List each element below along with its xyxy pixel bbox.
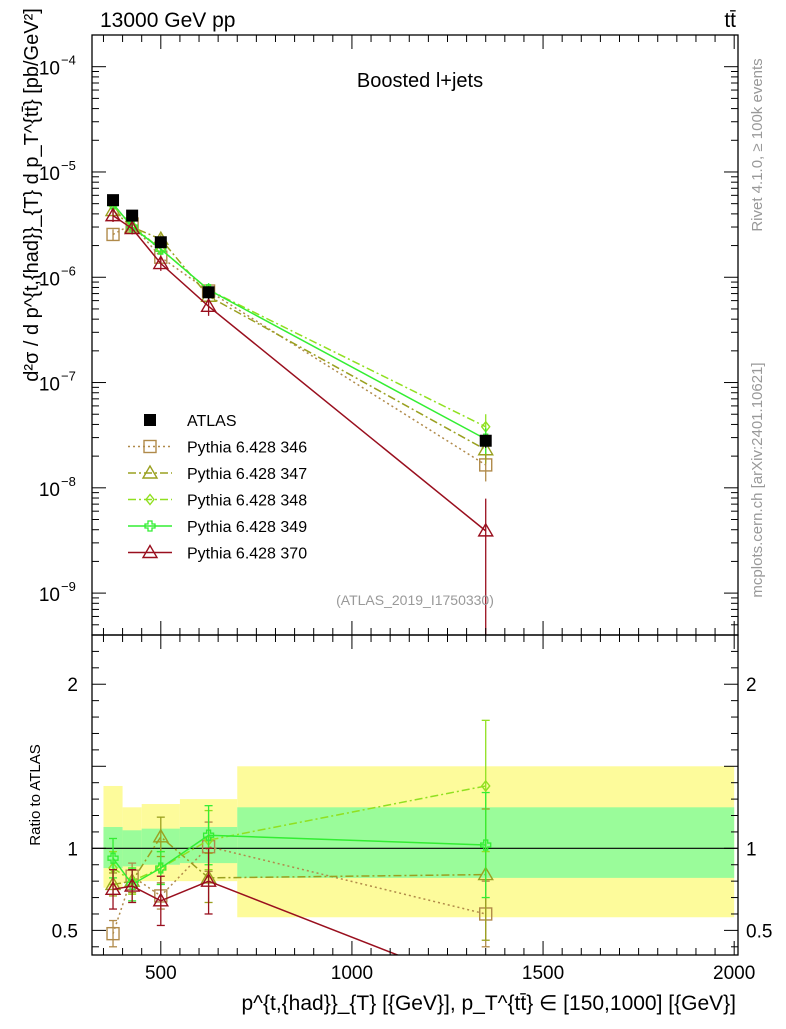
y-tick-label-top-4: 10 −5	[39, 158, 76, 185]
y-tick-exponent-0: −9	[61, 579, 76, 594]
series-line-top-3	[112, 205, 487, 428]
series-line-top-1	[112, 223, 487, 466]
series-ratio-5	[104, 847, 400, 955]
y-tick-exponent-4: −5	[61, 158, 76, 173]
point-top-0-2	[154, 236, 167, 249]
x-tick-label-2000: 2000	[713, 963, 755, 984]
point-top-5-0	[104, 207, 122, 222]
x-tick-label-1000: 1000	[331, 963, 373, 984]
legend-label-4: Pythia 6.428 349	[187, 519, 307, 536]
legend-entry-0: ATLAS	[144, 413, 237, 430]
point-ratio-5-0	[104, 880, 122, 896]
y-tick-mantissa-1: 10	[39, 480, 60, 501]
y-tick-exponent-1: −8	[61, 474, 76, 489]
ratio-bands	[92, 766, 738, 918]
point-ratio-5-1	[123, 877, 141, 892]
series-top-5	[104, 207, 494, 635]
legend-label-0: ATLAS	[187, 413, 237, 430]
legend-entry-3: Pythia 6.428 348	[128, 493, 307, 510]
chart-title: Boosted l+jets	[357, 70, 483, 92]
point-ratio-1-0	[106, 926, 120, 941]
legend-label-1: Pythia 6.428 346	[187, 440, 307, 457]
x-tick-label-1500: 1500	[522, 963, 564, 984]
ratio-series-layer	[104, 719, 494, 955]
y-tick-mantissa-4: 10	[39, 164, 60, 185]
point-top-0-0	[107, 194, 120, 207]
y-tick-exponent-5: −4	[61, 53, 76, 68]
point-ratio-3-4	[480, 779, 491, 793]
point-top-5-1	[123, 220, 141, 235]
x-tick-label-500: 500	[145, 963, 177, 984]
y-tick-label-bottom-right-1: 1	[746, 839, 757, 860]
legend-label-5: Pythia 6.428 370	[187, 546, 307, 563]
y-tick-label-top-1: 10 −8	[39, 474, 76, 501]
y-tick-mantissa-5: 10	[39, 59, 60, 80]
point-top-1-0	[106, 227, 120, 242]
y-tick-label-bottom-right-2: 2	[746, 675, 757, 696]
header-energy: 13000 GeV pp	[100, 9, 235, 32]
point-top-0-1	[126, 209, 139, 222]
point-top-2-4	[477, 441, 494, 456]
y-tick-mantissa-3: 10	[39, 269, 60, 290]
point-top-5-4	[477, 522, 494, 537]
legend-entry-1: Pythia 6.428 346	[128, 440, 307, 457]
legend-marker-3	[145, 493, 155, 506]
y-tick-label-bottom-left-1: 1	[67, 839, 78, 860]
point-ratio-5-2	[152, 892, 170, 907]
y-tick-label-top-2: 10 −7	[39, 369, 76, 396]
series-line-ratio-2	[112, 835, 486, 886]
header-process: tt̄	[724, 9, 736, 32]
point-top-0-4	[479, 434, 492, 447]
point-top-5-2	[152, 255, 170, 270]
y-tick-label-bottom-left-0: 0.5	[52, 921, 78, 942]
legend-marker-0	[144, 414, 156, 426]
point-ratio-4-2	[155, 862, 167, 874]
y-tick-label-bottom-right-0: 0.5	[746, 921, 772, 942]
series-line-top-4	[112, 203, 487, 440]
point-ratio-4-4	[480, 839, 492, 851]
y-tick-mantissa-0: 10	[39, 585, 60, 606]
y-tick-label-bottom-left-2: 2	[67, 675, 78, 696]
side-label-rivet: Rivet 4.1.0, ≥ 100k events	[749, 58, 766, 231]
y-tick-mantissa-2: 10	[39, 375, 60, 396]
y-tick-exponent-3: −6	[61, 263, 76, 278]
legend-marker-2	[141, 464, 159, 479]
frame-bottom	[91, 634, 739, 956]
legend: ATLAS Pythia 6.428 346 Pythia 6.428 347 Pyt…	[128, 413, 307, 563]
x-axis-label-text: p^{t,{had}}_{T} [{GeV}], p_T^{tt̄} ∈ [15…	[241, 992, 736, 1015]
point-ratio-2-2	[152, 828, 170, 843]
y-tick-label-top-5: 10 −4	[39, 53, 76, 80]
y-tick-label-top-0: 10 −9	[39, 579, 76, 606]
y-tick-exponent-2: −7	[61, 369, 76, 384]
point-ratio-5-3	[200, 872, 217, 887]
legend-entry-4: Pythia 6.428 349	[128, 519, 307, 536]
side-label-mcplots: mcplots.cern.ch [arXiv:2401.10621]	[749, 362, 766, 597]
legend-label-2: Pythia 6.428 347	[187, 466, 307, 483]
series-line-top-2	[112, 209, 487, 451]
legend-marker-1	[143, 439, 157, 454]
y-axis-label-top-text: d²σ / d p^{t,{had}}_{T} d p_T^{tt̄} [pb/…	[21, 8, 43, 382]
point-top-0-3	[202, 286, 215, 299]
point-ratio-4-3	[202, 829, 215, 841]
legend-entry-2: Pythia 6.428 347	[128, 464, 307, 483]
legend-marker-5	[141, 544, 159, 559]
series-top-0	[107, 194, 492, 448]
y-tick-label-top-3: 10 −6	[39, 263, 76, 290]
legend-label-3: Pythia 6.428 348	[187, 493, 307, 510]
analysis-tag: (ATLAS_2019_I1750330)	[336, 592, 494, 608]
x-axis-label: p^{t,{had}}_{T} [{GeV}], p_T^{tt̄} ∈ [15…	[241, 992, 736, 1015]
point-ratio-4-0	[107, 852, 119, 864]
y-axis-label-bottom: Ratio to ATLAS	[27, 744, 44, 845]
y-axis-label-top: d²σ / d p^{t,{had}}_{T} d p_T^{tt̄} [pb/…	[21, 8, 43, 382]
legend-marker-4	[144, 520, 156, 532]
point-top-5-3	[200, 297, 217, 312]
legend-entry-5: Pythia 6.428 370	[128, 544, 307, 563]
top-series-layer	[104, 194, 494, 635]
